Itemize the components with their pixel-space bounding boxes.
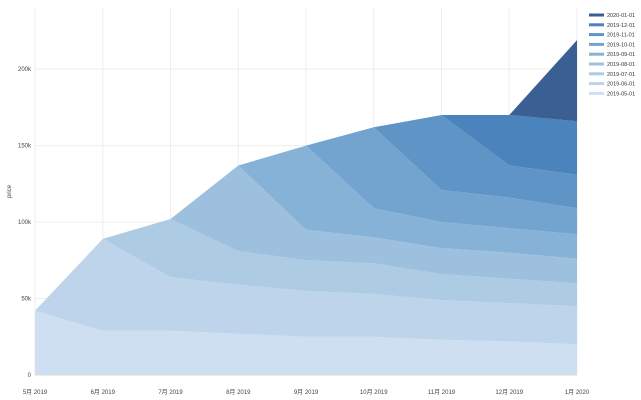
legend-label: 2019-10-01 bbox=[607, 42, 635, 48]
area-series-2019-08-01 bbox=[170, 165, 577, 284]
legend-label: 2020-01-01 bbox=[607, 13, 635, 19]
x-tick-label: 1月 2020 bbox=[565, 389, 590, 396]
area-series-2019-12-01 bbox=[441, 115, 577, 175]
legend-label: 2019-05-01 bbox=[607, 91, 635, 97]
legend-label: 2019-11-01 bbox=[607, 33, 635, 39]
area-layer bbox=[35, 40, 578, 375]
y-axis-title: price bbox=[7, 184, 13, 198]
x-tick-label: 9月 2019 bbox=[294, 389, 319, 396]
y-tick-label: 50k bbox=[21, 297, 32, 303]
area-series-2019-06-01 bbox=[35, 238, 577, 345]
y-tick-label: 100k bbox=[18, 220, 32, 226]
x-tick-label: 10月 2019 bbox=[360, 389, 388, 396]
area-series-2019-07-01 bbox=[102, 219, 578, 307]
legend-label: 2019-12-01 bbox=[607, 23, 635, 29]
x-tick-label: 12月 2019 bbox=[495, 389, 523, 396]
area-series-2019-10-01 bbox=[306, 127, 577, 235]
area-series-2020-01-01 bbox=[509, 40, 577, 122]
y-tick-label: 200k bbox=[18, 67, 32, 73]
x-tick-label: 5月 2019 bbox=[23, 389, 48, 396]
x-tick-label: 11月 2019 bbox=[428, 389, 456, 396]
legend-label: 2019-08-01 bbox=[607, 62, 635, 68]
legend-label: 2019-09-01 bbox=[607, 52, 635, 58]
area-series-2019-09-01 bbox=[238, 145, 578, 259]
legend-label: 2019-06-01 bbox=[607, 82, 635, 88]
x-tick-label: 6月 2019 bbox=[91, 389, 116, 396]
y-tick-label: 150k bbox=[18, 144, 32, 150]
area-series-2019-05-01 bbox=[35, 310, 577, 375]
area-series-2019-11-01 bbox=[373, 115, 577, 209]
x-tick-label: 8月 2019 bbox=[226, 389, 251, 396]
axis-layer: 0 50k 100k 150k 200k 5月 2019 6月 2019 7月 2019 8月 … bbox=[18, 67, 590, 396]
legend-label: 2019-07-01 bbox=[607, 72, 635, 78]
x-tick-label: 7月 2019 bbox=[158, 389, 183, 396]
y-tick-label: 0 bbox=[28, 373, 32, 379]
legend: 2020-01-01 2019-12-01 2019-11-01 2019-10-01… bbox=[589, 13, 635, 97]
